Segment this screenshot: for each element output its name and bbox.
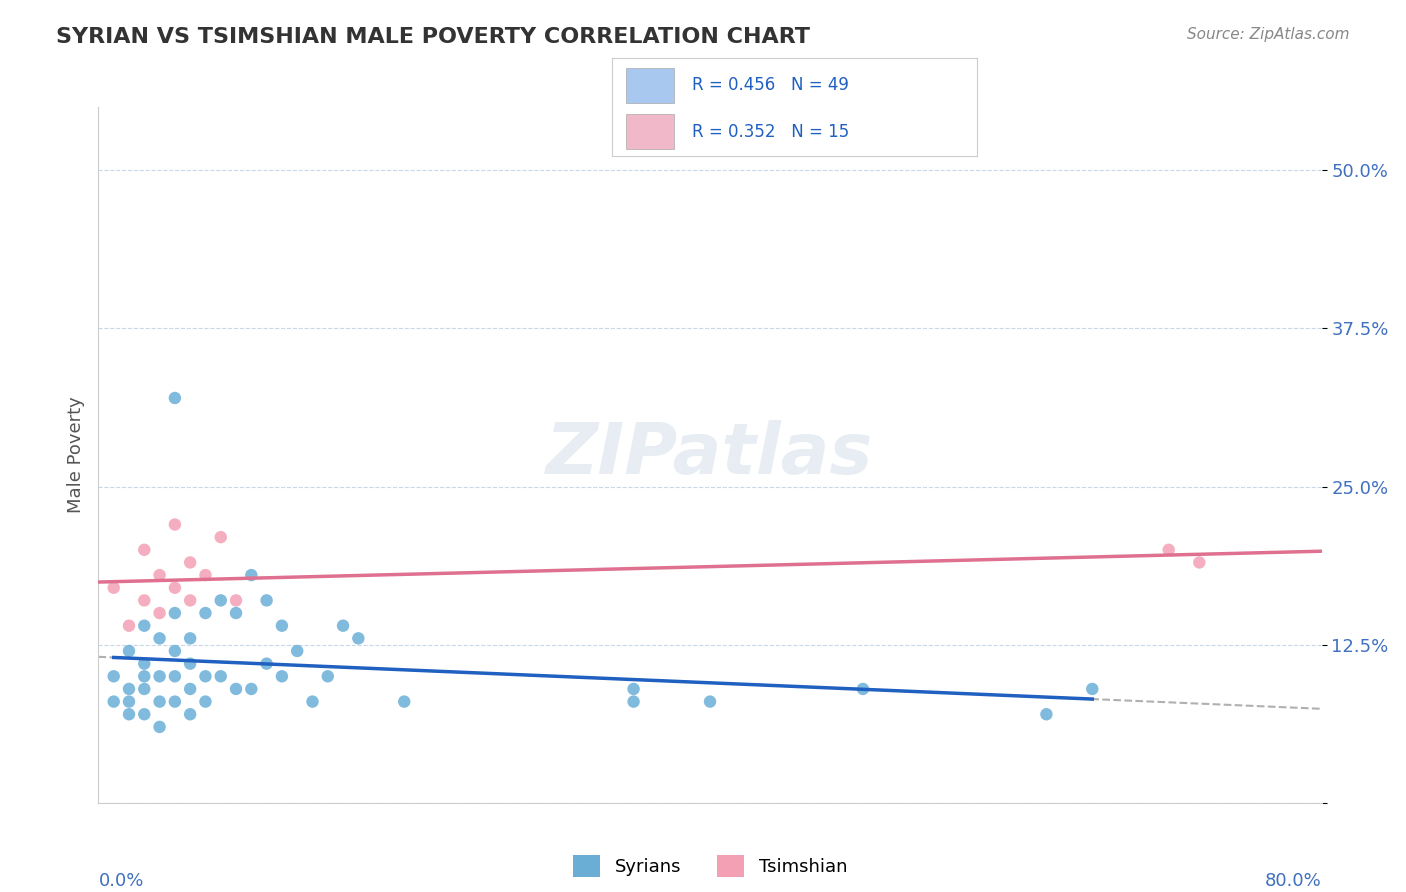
Point: [1081, 681, 1104, 696]
Point: [209, 530, 232, 544]
Point: [163, 391, 186, 405]
Point: [179, 593, 201, 607]
Y-axis label: Male Poverty: Male Poverty: [66, 397, 84, 513]
Point: [149, 669, 172, 683]
Text: 0.0%: 0.0%: [98, 872, 143, 890]
Point: [209, 593, 232, 607]
Point: [270, 669, 292, 683]
Point: [134, 707, 156, 722]
Point: [332, 618, 354, 632]
Point: [1035, 707, 1057, 722]
Point: [225, 593, 247, 607]
Point: [699, 695, 721, 709]
Point: [149, 606, 172, 620]
Point: [285, 644, 308, 658]
Point: [225, 681, 247, 696]
Point: [194, 606, 217, 620]
Text: 80.0%: 80.0%: [1265, 872, 1322, 890]
Point: [179, 632, 201, 646]
Point: [194, 568, 217, 582]
Point: [134, 593, 156, 607]
Text: SYRIAN VS TSIMSHIAN MALE POVERTY CORRELATION CHART: SYRIAN VS TSIMSHIAN MALE POVERTY CORRELA…: [56, 27, 810, 46]
Point: [256, 593, 278, 607]
Point: [163, 669, 186, 683]
Legend: Syrians, Tsimshian: Syrians, Tsimshian: [565, 847, 855, 884]
Point: [134, 657, 156, 671]
Text: Source: ZipAtlas.com: Source: ZipAtlas.com: [1187, 27, 1350, 42]
Point: [270, 618, 292, 632]
Point: [134, 669, 156, 683]
Point: [852, 681, 875, 696]
Point: [103, 669, 125, 683]
Point: [1188, 556, 1211, 570]
Point: [149, 695, 172, 709]
Text: ZIPatlas: ZIPatlas: [547, 420, 873, 490]
Point: [194, 669, 217, 683]
Point: [118, 707, 141, 722]
Point: [179, 556, 201, 570]
Point: [163, 606, 186, 620]
Point: [179, 681, 201, 696]
Point: [256, 657, 278, 671]
Point: [163, 695, 186, 709]
Point: [179, 657, 201, 671]
Point: [225, 606, 247, 620]
Point: [392, 695, 416, 709]
Point: [179, 707, 201, 722]
Point: [316, 669, 339, 683]
Point: [118, 681, 141, 696]
Point: [103, 695, 125, 709]
Point: [209, 669, 232, 683]
Point: [149, 720, 172, 734]
Point: [301, 695, 323, 709]
Point: [149, 632, 172, 646]
Point: [623, 681, 645, 696]
Point: [103, 581, 125, 595]
Point: [623, 695, 645, 709]
Point: [1157, 542, 1180, 557]
Point: [134, 542, 156, 557]
Point: [134, 618, 156, 632]
Point: [118, 644, 141, 658]
Point: [240, 568, 263, 582]
Point: [163, 517, 186, 532]
Point: [134, 681, 156, 696]
Text: R = 0.456   N = 49: R = 0.456 N = 49: [692, 77, 849, 95]
Text: R = 0.352   N = 15: R = 0.352 N = 15: [692, 122, 849, 141]
FancyBboxPatch shape: [626, 114, 673, 149]
Point: [194, 695, 217, 709]
Point: [163, 581, 186, 595]
Point: [240, 681, 263, 696]
Point: [149, 568, 172, 582]
Point: [118, 618, 141, 632]
Point: [347, 632, 370, 646]
Point: [118, 695, 141, 709]
Point: [163, 644, 186, 658]
FancyBboxPatch shape: [626, 68, 673, 103]
